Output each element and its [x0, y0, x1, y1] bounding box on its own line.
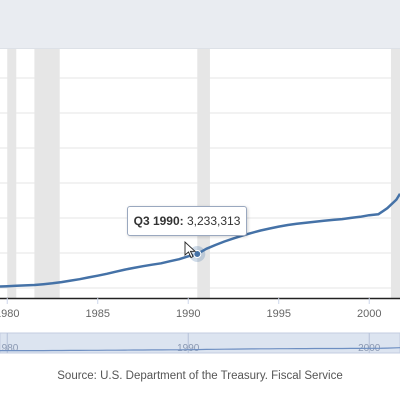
tooltip-label: Q3 1990: — [133, 214, 184, 228]
x-tick-label: 2000 — [357, 308, 381, 320]
recession-band — [390, 49, 400, 298]
recession-band — [7, 49, 17, 298]
x-tick-label: 1995 — [266, 308, 290, 320]
chart-source: Source: U.S. Department of the Treasury.… — [57, 370, 343, 382]
navigator-panel — [0, 332, 400, 354]
tooltip-value: 3,233,313 — [187, 214, 241, 228]
x-tick-label: 1990 — [176, 308, 200, 320]
recession-band — [34, 49, 60, 298]
navigator-series — [0, 347, 400, 352]
data-tooltip: Q3 1990: 3,233,313 — [127, 206, 247, 236]
chart-header-strip — [0, 0, 400, 49]
x-tick-label: 1980 — [0, 308, 19, 320]
highlight-marker — [193, 249, 202, 258]
mouse-cursor-icon — [184, 240, 197, 259]
series-line — [0, 193, 400, 288]
x-tick-label: 1985 — [85, 308, 109, 320]
navigator-tick-label: 1990 — [177, 343, 200, 354]
navigator-tick-label: 1980 — [0, 343, 19, 354]
